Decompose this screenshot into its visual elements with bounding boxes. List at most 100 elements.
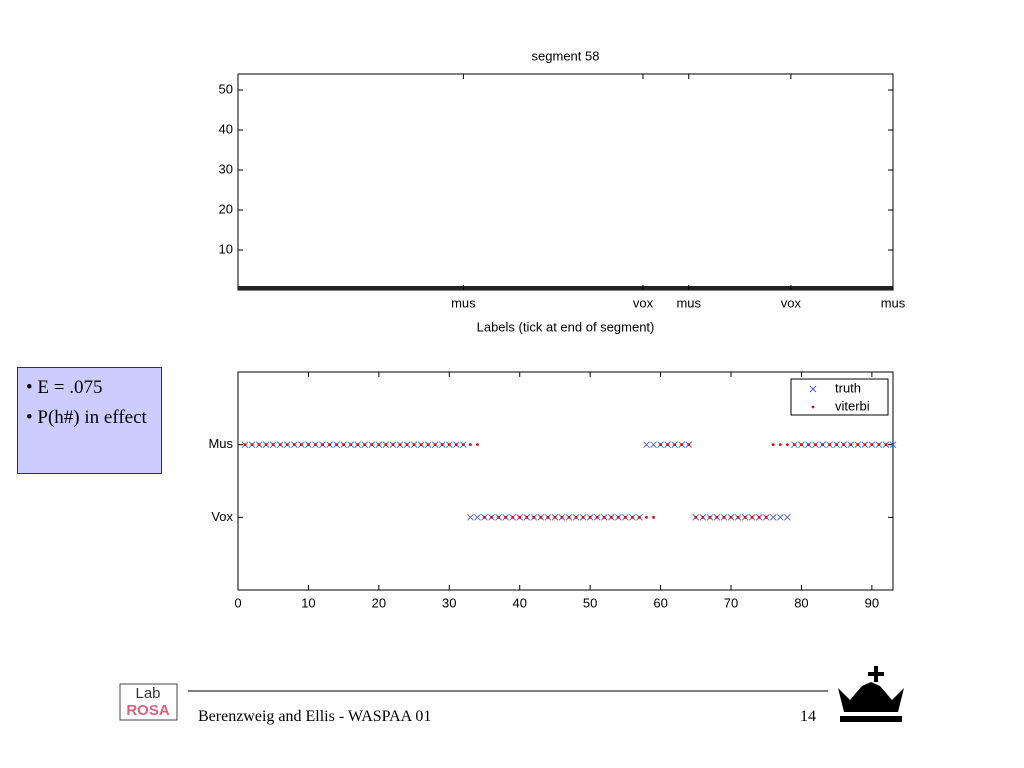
viterbi-marker — [722, 515, 726, 519]
x-tick-label: vox — [781, 295, 802, 310]
truth-marker — [593, 514, 601, 521]
truth-marker — [692, 514, 700, 521]
viterbi-marker — [321, 443, 324, 447]
viterbi-marker — [384, 443, 388, 447]
truth-marker — [572, 514, 580, 521]
truth-marker — [791, 441, 798, 448]
truth-marker — [445, 441, 453, 448]
viterbi-marker — [652, 515, 655, 519]
viterbi-marker — [743, 515, 747, 519]
truth-marker — [784, 514, 791, 521]
truth-marker — [819, 441, 826, 448]
image-frame — [237, 73, 894, 291]
viterbi-marker — [447, 443, 451, 447]
truth-marker — [389, 441, 397, 448]
viterbi-marker — [518, 515, 522, 519]
truth-marker — [509, 514, 516, 521]
x-tick-label: 0 — [234, 595, 241, 610]
viterbi-marker — [461, 443, 465, 447]
viterbi-marker — [673, 443, 677, 447]
truth-marker — [840, 441, 848, 448]
x-tick-label: 40 — [512, 595, 526, 610]
viterbi-marker — [278, 443, 282, 447]
viterbi-marker — [363, 443, 367, 447]
viterbi-marker — [532, 515, 536, 519]
truth-marker — [283, 441, 291, 448]
truth-marker — [530, 514, 538, 521]
truth-marker — [833, 441, 840, 448]
y-tick-label: Mus — [208, 436, 233, 451]
x-tick-label: vox — [633, 295, 654, 310]
viterbi-marker — [398, 443, 402, 447]
bullet: • E = .075 — [26, 377, 103, 398]
viterbi-marker — [785, 443, 789, 447]
legend-marker — [811, 405, 815, 409]
viterbi-marker — [828, 443, 832, 447]
x-tick-label: mus — [451, 295, 476, 310]
viterbi-marker — [370, 443, 374, 447]
truth-marker — [713, 514, 721, 521]
viterbi-marker — [511, 515, 515, 519]
truth-marker — [248, 441, 256, 448]
viterbi-marker — [560, 515, 564, 519]
truth-marker — [868, 441, 876, 448]
viterbi-marker — [623, 515, 627, 519]
viterbi-marker — [250, 443, 254, 447]
viterbi-marker — [814, 443, 817, 447]
x-tick-label: 30 — [442, 595, 456, 610]
viterbi-marker — [609, 515, 613, 519]
crown-logo — [838, 666, 904, 722]
viterbi-marker — [264, 443, 268, 447]
viterbi-marker — [715, 515, 719, 519]
truth-marker — [396, 441, 404, 448]
viterbi-marker — [821, 443, 824, 447]
viterbi-marker — [426, 443, 430, 447]
truth-marker — [861, 441, 869, 448]
viterbi-marker — [708, 515, 712, 519]
truth-marker — [734, 514, 742, 521]
bullet: • P(h#) in effect — [26, 407, 147, 428]
viterbi-marker — [299, 443, 303, 447]
viterbi-marker — [377, 443, 381, 447]
truth-marker — [636, 514, 643, 521]
viterbi-marker — [602, 515, 606, 519]
viterbi-marker — [525, 515, 529, 519]
x-tick-label: 50 — [583, 595, 597, 610]
truth-marker — [481, 514, 488, 521]
truth-marker — [741, 514, 749, 521]
viterbi-marker — [497, 515, 500, 519]
viterbi-marker — [884, 443, 888, 447]
viterbi-marker — [659, 443, 662, 447]
y-tick-label: 30 — [219, 161, 233, 176]
viterbi-marker — [870, 443, 874, 447]
y-tick-label: 40 — [219, 121, 233, 136]
legend-label: truth — [835, 380, 861, 395]
viterbi-marker — [574, 515, 578, 519]
truth-marker — [403, 441, 411, 448]
truth-marker — [678, 441, 686, 448]
truth-marker — [882, 441, 890, 448]
viterbi-marker — [567, 515, 571, 519]
viterbi-marker — [412, 443, 416, 447]
truth-marker — [319, 441, 326, 448]
viterbi-marker — [842, 443, 846, 447]
truth-marker — [755, 514, 763, 521]
viterbi-marker — [849, 443, 853, 447]
legend-label: viterbi — [835, 398, 870, 413]
chart-title: segment 58 — [532, 48, 600, 63]
truth-marker — [262, 441, 270, 448]
viterbi-marker — [285, 443, 289, 447]
viterbi-marker — [687, 443, 691, 447]
y-tick-label: 10 — [219, 241, 233, 256]
truth-marker — [776, 514, 784, 521]
viterbi-marker — [440, 443, 444, 447]
truth-marker — [615, 514, 622, 521]
truth-marker — [382, 441, 390, 448]
truth-marker — [460, 441, 467, 448]
viterbi-marker — [645, 515, 648, 519]
image-texture — [238, 286, 893, 290]
viterbi-marker — [595, 515, 599, 519]
viterbi-marker — [631, 515, 634, 519]
page-number: 14 — [800, 708, 816, 725]
